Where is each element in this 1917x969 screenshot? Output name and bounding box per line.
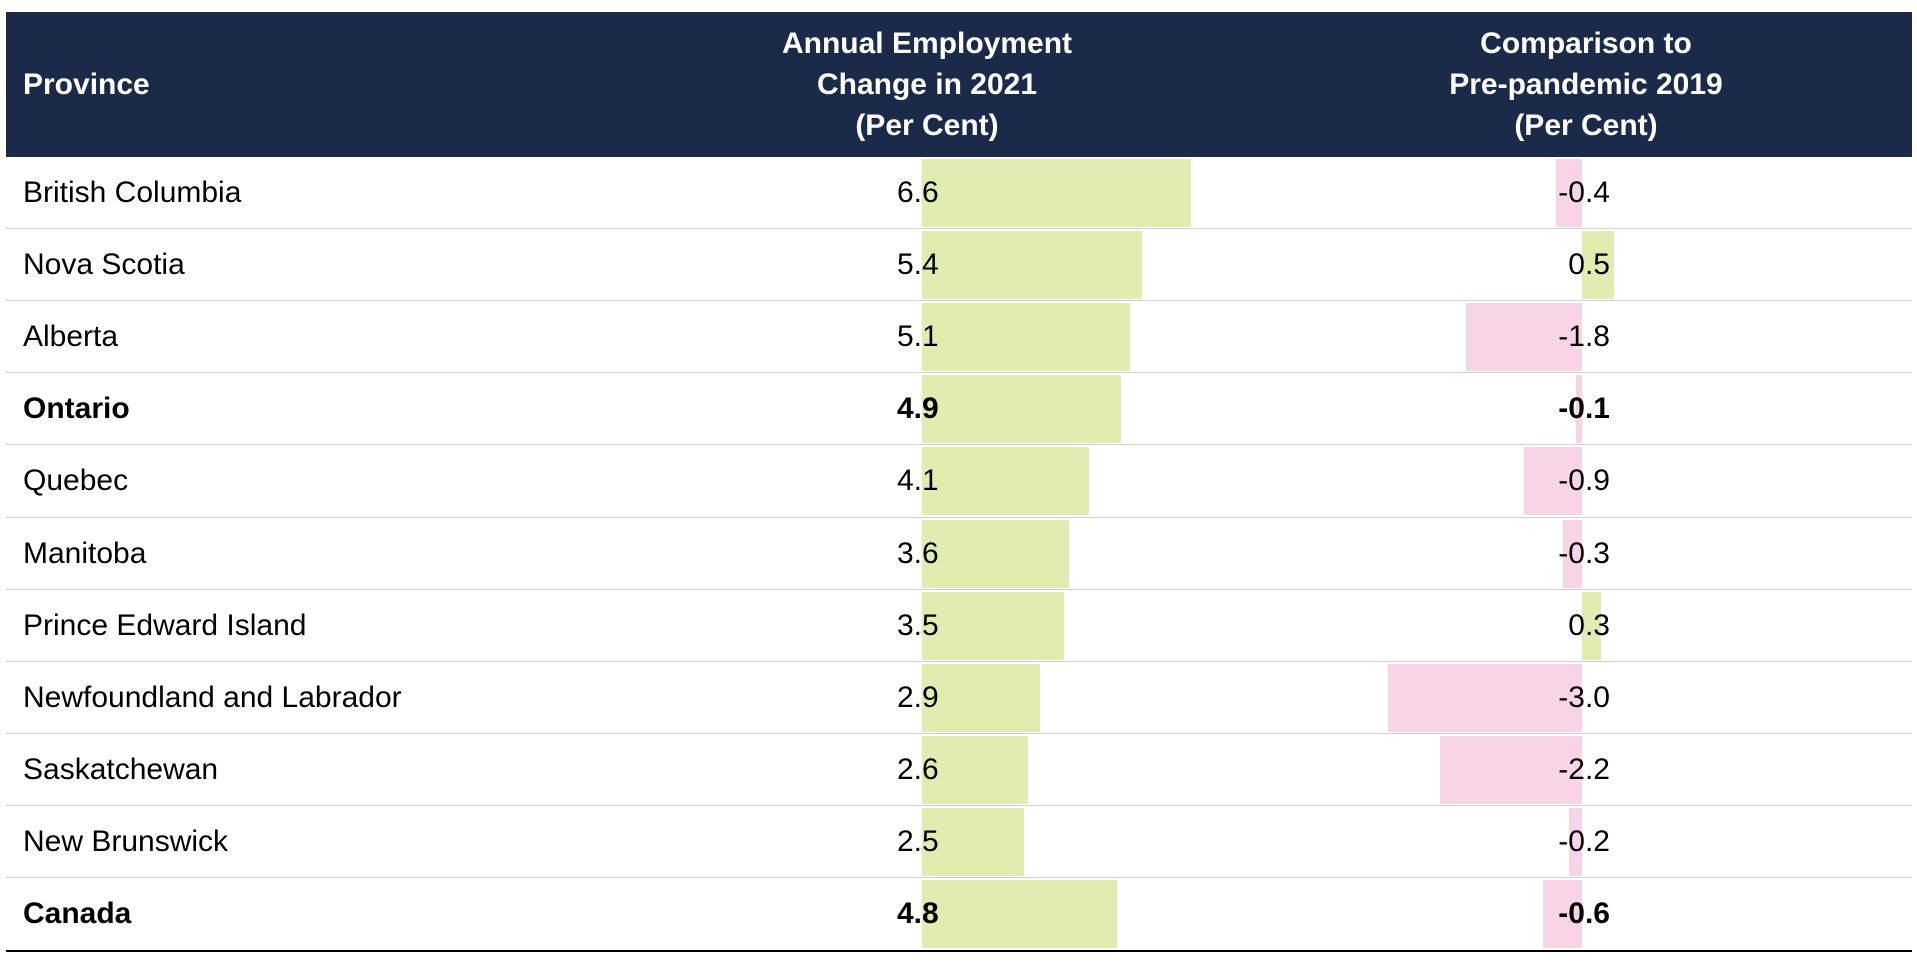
- annual-change-value: 3.6: [897, 536, 939, 570]
- province-name: Newfoundland and Labrador: [23, 680, 402, 714]
- annual-change-value: 5.4: [897, 248, 939, 282]
- comparison-header-line: (Per Cent): [1514, 109, 1658, 142]
- province-name: Canada: [23, 897, 132, 930]
- province-name: British Columbia: [23, 176, 242, 209]
- comparison-value: -0.4: [1558, 176, 1610, 209]
- annual-change-header-line: Change in 2021: [816, 68, 1038, 101]
- comparison-value: -3.0: [1558, 680, 1610, 714]
- annual-change-header-line: (Per Cent): [855, 109, 999, 142]
- annual-change-value: 6.6: [897, 176, 939, 209]
- table-row: Alberta 5.1 -1.8: [6, 301, 1912, 373]
- annual-change-bar: [922, 303, 1130, 372]
- comparison-value: -1.8: [1558, 320, 1610, 354]
- annual-change-column-header: Annual Employment Change in 2021 (Per Ce…: [666, 12, 1188, 157]
- annual-change-bar: [922, 663, 1041, 732]
- comparison-bar: [1543, 880, 1582, 948]
- row-divider: [6, 660, 1912, 662]
- row-divider: [6, 516, 1912, 518]
- comparison-header-line: Pre-pandemic 2019: [1449, 68, 1723, 101]
- comparison-bar: [1575, 375, 1582, 444]
- province-name: Alberta: [23, 320, 119, 354]
- table-row: New Brunswick 2.5 -0.2: [6, 806, 1912, 878]
- comparison-value: -0.9: [1558, 464, 1610, 498]
- comparison-bar: [1556, 159, 1582, 227]
- comparison-header-line: Comparison to: [1480, 27, 1692, 60]
- comparison-bar: [1562, 519, 1582, 588]
- row-divider: [6, 804, 1912, 806]
- comparison-bar: [1439, 735, 1582, 804]
- annual-change-value: 4.8: [897, 897, 939, 930]
- comparison-bar: [1582, 231, 1615, 300]
- province-name: Prince Edward Island: [23, 608, 307, 642]
- annual-change-value: 2.6: [897, 752, 939, 786]
- comparison-bar: [1523, 447, 1582, 516]
- comparison-value: -0.1: [1558, 392, 1610, 426]
- annual-change-bar: [922, 159, 1191, 227]
- annual-change-bar: [922, 591, 1065, 660]
- annual-change-bar: [922, 735, 1028, 804]
- table-row: Saskatchewan 2.6 -2.2: [6, 734, 1912, 806]
- annual-change-value: 2.5: [897, 824, 939, 858]
- annual-change-value: 3.5: [897, 608, 939, 642]
- employment-table: Province Annual Employment Change in 202…: [6, 12, 1912, 953]
- comparison-bar: [1569, 807, 1582, 876]
- annual-change-bar: [922, 375, 1122, 444]
- province-name: Ontario: [23, 392, 130, 426]
- row-divider: [6, 300, 1912, 302]
- table-row: Ontario 4.9 -0.1: [6, 373, 1912, 445]
- comparison-value: 0.5: [1568, 248, 1610, 282]
- row-divider: [6, 444, 1912, 446]
- province-column-header: Province: [23, 68, 150, 101]
- table-bottom-rule: [6, 950, 1912, 953]
- row-divider: [6, 372, 1912, 374]
- annual-change-bar: [922, 880, 1118, 948]
- province-name: Quebec: [23, 464, 129, 498]
- province-name: Manitoba: [23, 536, 147, 570]
- province-name: Saskatchewan: [23, 752, 219, 786]
- annual-change-value: 2.9: [897, 680, 939, 714]
- table-row: Quebec 4.1 -0.9: [6, 445, 1912, 517]
- annual-change-header-line: Annual Employment: [781, 27, 1073, 60]
- comparison-value: -0.2: [1558, 824, 1610, 858]
- annual-change-value: 4.9: [897, 392, 939, 426]
- province-name: Nova Scotia: [23, 248, 185, 282]
- annual-change-bar: [922, 807, 1024, 876]
- row-divider: [6, 228, 1912, 230]
- row-divider: [6, 732, 1912, 734]
- table-row: Manitoba 3.6 -0.3: [6, 518, 1912, 590]
- comparison-bar: [1582, 591, 1602, 660]
- comparison-bar: [1387, 663, 1582, 732]
- annual-change-value: 5.1: [897, 320, 939, 354]
- comparison-value: -2.2: [1558, 752, 1610, 786]
- comparison-value: -0.6: [1558, 897, 1610, 930]
- table-row: British Columbia 6.6 -0.4: [6, 157, 1912, 229]
- annual-change-value: 4.1: [897, 464, 939, 498]
- table-body: British Columbia 6.6 -0.4 Nova Scotia 5.4 0.5…: [6, 157, 1912, 953]
- comparison-value: -0.3: [1558, 536, 1610, 570]
- annual-change-bar: [922, 231, 1142, 300]
- row-divider: [6, 588, 1912, 590]
- table-row: Nova Scotia 5.4 0.5: [6, 229, 1912, 301]
- comparison-column-header: Comparison to Pre-pandemic 2019 (Per Cen…: [1246, 12, 1917, 157]
- annual-change-bar: [922, 519, 1069, 588]
- table-header: Province Annual Employment Change in 202…: [6, 12, 1912, 157]
- table-row: Canada 4.8 -0.6: [6, 878, 1912, 950]
- province-name: New Brunswick: [23, 824, 229, 858]
- annual-change-bar: [922, 447, 1089, 516]
- table-row: Prince Edward Island 3.5 0.3: [6, 590, 1912, 662]
- row-divider: [6, 877, 1912, 878]
- comparison-bar: [1465, 303, 1582, 372]
- table-row: Newfoundland and Labrador 2.9 -3.0: [6, 662, 1912, 734]
- comparison-value: 0.3: [1568, 608, 1610, 642]
